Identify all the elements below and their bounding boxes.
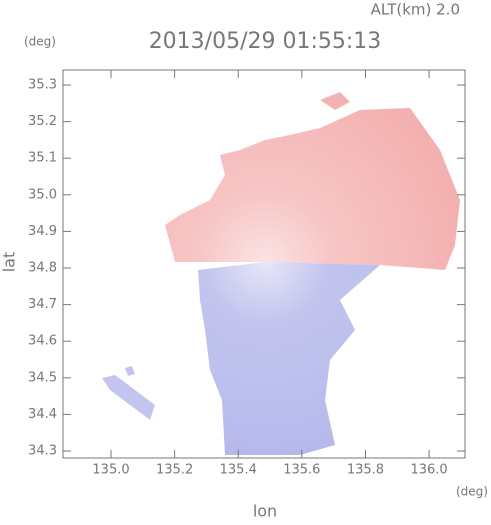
- y-tick-label: 34.3: [28, 444, 57, 459]
- x-tick-label: 135.2: [156, 463, 193, 478]
- y-tick-label: 35.2: [28, 114, 57, 129]
- y-label: lat: [0, 252, 19, 273]
- y-tick-label: 35.1: [28, 151, 57, 166]
- plot-frame: [62, 69, 466, 459]
- x-unit: (deg): [456, 485, 488, 499]
- x-label: lon: [253, 502, 277, 521]
- y-tick-label: 35.0: [28, 187, 57, 202]
- x-tick-label: 135.0: [92, 463, 129, 478]
- y-unit: (deg): [24, 35, 56, 49]
- x-tick-label: 135.6: [283, 463, 320, 478]
- x-tick-label: 136.0: [410, 463, 447, 478]
- x-tick-label: 135.8: [347, 463, 384, 478]
- y-tick-label: 34.8: [28, 261, 57, 276]
- y-tick-label: 34.4: [28, 407, 57, 422]
- x-tick-label: 135.4: [220, 463, 257, 478]
- y-tick-label: 34.5: [28, 370, 57, 385]
- y-tick-label: 34.7: [28, 297, 57, 312]
- y-tick-label: 34.6: [28, 334, 57, 349]
- altitude: ALT(km) 2.0: [371, 1, 460, 19]
- radar-field: [102, 92, 460, 455]
- chart-title: 2013/05/29 01:55:13: [149, 29, 382, 54]
- y-tick-label: 34.9: [28, 224, 57, 239]
- y-tick-label: 35.3: [28, 78, 57, 93]
